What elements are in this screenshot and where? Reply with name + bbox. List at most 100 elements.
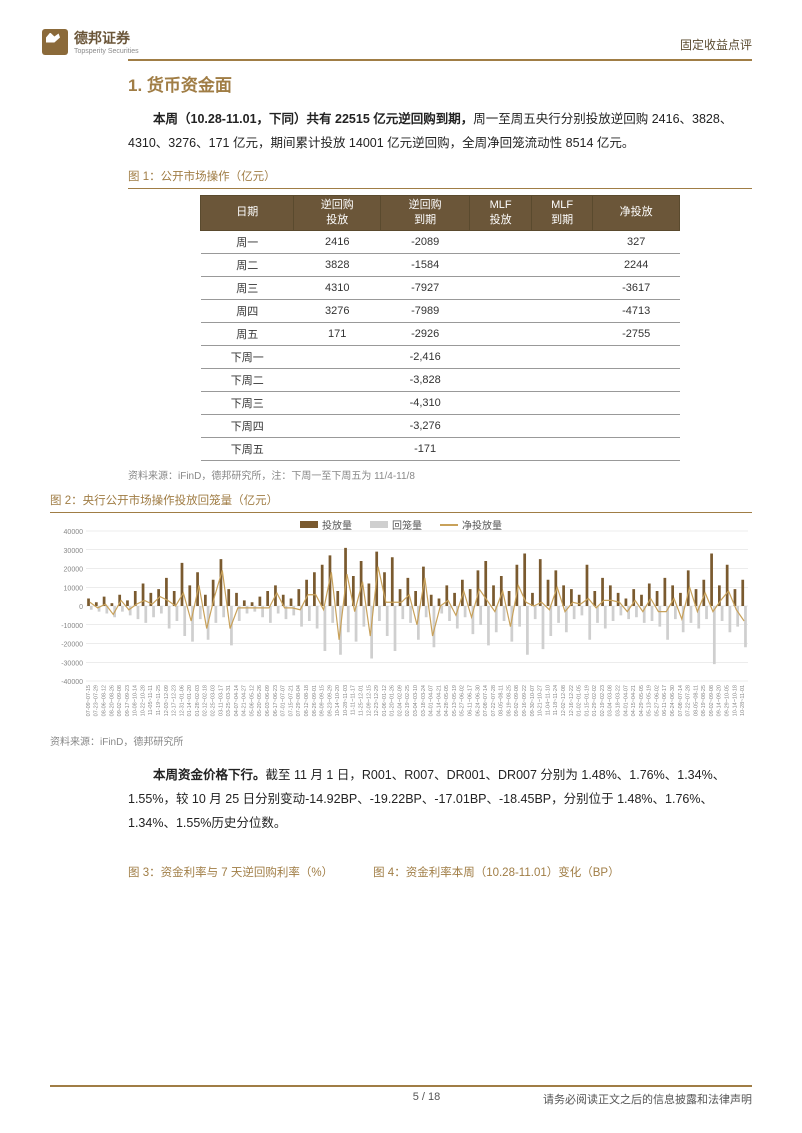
para-1-bold: 本周（10.28-11.01，下同）共有 22515 亿元逆回购到期，	[153, 112, 473, 126]
table-cell	[593, 415, 680, 438]
svg-text:04-15~04-21: 04-15~04-21	[631, 685, 637, 716]
table-cell	[593, 392, 680, 415]
svg-text:30000: 30000	[64, 548, 84, 555]
table-row: 下周一-2,416	[201, 346, 680, 369]
table-cell	[531, 392, 593, 415]
table-cell	[294, 346, 381, 369]
svg-text:01-06~01-12: 01-06~01-12	[382, 685, 388, 716]
table-cell: 下周二	[201, 369, 294, 392]
svg-text:07-22~07-28: 07-22~07-28	[491, 685, 497, 716]
table-cell: 4310	[294, 277, 381, 300]
svg-text:09-29~10-05: 09-29~10-05	[725, 685, 731, 716]
svg-text:04-29~05-05: 04-29~05-05	[639, 685, 645, 716]
svg-text:06-24~06-30: 06-24~06-30	[670, 685, 676, 716]
fig1-source: 资料来源：iFinD，德邦研究所，注：下周一至下周五为 11/4-11/8	[128, 467, 752, 482]
svg-text:10-28~11-01: 10-28~11-01	[740, 685, 746, 716]
svg-text:04-21~04-27: 04-21~04-27	[242, 685, 248, 716]
svg-text:02-04~02-09: 02-04~02-09	[397, 685, 403, 716]
svg-text:11-18~11-24: 11-18~11-24	[553, 685, 559, 716]
svg-text:12-31~01-06: 12-31~01-06	[179, 685, 185, 716]
svg-text:09-09~09-15: 09-09~09-15	[320, 685, 326, 716]
svg-text:07-15~07-21: 07-15~07-21	[288, 685, 294, 716]
table-cell: -2926	[381, 323, 470, 346]
table-header: 逆回购到期	[381, 195, 470, 231]
svg-text:09-16~09-22: 09-16~09-22	[522, 685, 528, 716]
table-cell: -7927	[381, 277, 470, 300]
svg-text:08-06~08-12: 08-06~08-12	[101, 685, 107, 716]
svg-text:09-23~09-29: 09-23~09-29	[327, 685, 333, 716]
svg-text:07-22~07-28: 07-22~07-28	[686, 685, 692, 716]
table-cell: 下周三	[201, 392, 294, 415]
svg-text:10-22~10-28: 10-22~10-28	[140, 685, 146, 716]
table-header: MLF投放	[470, 195, 532, 231]
svg-text:09-14~09-20: 09-14~09-20	[717, 685, 723, 716]
table-cell: 周四	[201, 300, 294, 323]
svg-text:11-04~11-10: 11-04~11-10	[545, 685, 551, 716]
table-cell	[294, 438, 381, 461]
table-header: 净投放	[593, 195, 680, 231]
svg-text:01-14~01-20: 01-14~01-20	[187, 685, 193, 716]
svg-text:11-11~11-17: 11-11~11-17	[351, 685, 357, 715]
svg-text:-30000: -30000	[61, 661, 83, 668]
svg-text:-10000: -10000	[61, 623, 83, 630]
svg-text:10-08~10-14: 10-08~10-14	[133, 685, 139, 716]
table-cell: -4,310	[381, 392, 470, 415]
table-cell	[294, 369, 381, 392]
brand-name: 德邦证券	[74, 30, 130, 46]
table-cell: 下周一	[201, 346, 294, 369]
table-cell: 周一	[201, 231, 294, 254]
svg-text:06-11~06-17: 06-11~06-17	[468, 685, 474, 716]
svg-text:05-06~05-12: 05-06~05-12	[249, 685, 255, 716]
svg-text:04-14~04-21: 04-14~04-21	[436, 685, 442, 716]
svg-text:12-03~12-09: 12-03~12-09	[164, 685, 170, 716]
table-header: MLF到期	[531, 195, 593, 231]
table-row: 下周四-3,276	[201, 415, 680, 438]
table-cell	[531, 231, 593, 254]
svg-text:10000: 10000	[64, 586, 84, 593]
table-cell	[531, 300, 593, 323]
table-cell: 2244	[593, 254, 680, 277]
svg-text:05-27~06-02: 05-27~06-02	[460, 685, 466, 716]
table-cell	[531, 254, 593, 277]
table-cell: -4713	[593, 300, 680, 323]
table-header: 逆回购投放	[294, 195, 381, 231]
logo-icon	[42, 29, 68, 55]
legend-label: 投放量	[322, 517, 352, 532]
legend-label: 回笼量	[392, 517, 422, 532]
logo: 德邦证券 Topsperity Securities	[42, 28, 139, 55]
table-cell: -3,276	[381, 415, 470, 438]
table-cell: 周三	[201, 277, 294, 300]
legend-item: 投放量	[300, 517, 352, 532]
table-cell	[531, 346, 593, 369]
table-cell	[470, 323, 532, 346]
svg-text:07-08~07-14: 07-08~07-14	[678, 685, 684, 716]
fig1-rule	[128, 188, 752, 189]
table-omo: 日期逆回购投放逆回购到期MLF投放MLF到期净投放 周一2416-2089327…	[128, 195, 752, 462]
table-cell: 下周五	[201, 438, 294, 461]
svg-text:02-25~03-03: 02-25~03-03	[211, 685, 217, 716]
fig4-caption: 图 4：资金利率本周（10.28-11.01）变化（BP）	[373, 864, 619, 880]
chart-legend: 投放量回笼量净投放量	[50, 517, 752, 532]
svg-text:07-01~07-07: 07-01~07-07	[281, 685, 287, 716]
legend-swatch	[370, 521, 388, 528]
table-cell	[593, 369, 680, 392]
svg-text:01-28~02-03: 01-28~02-03	[195, 685, 201, 716]
svg-text:12-23~12-29: 12-23~12-29	[374, 685, 380, 716]
legend-item: 回笼量	[370, 517, 422, 532]
svg-text:03-04~03-08: 03-04~03-08	[608, 685, 614, 716]
svg-text:09-02~09-08: 09-02~09-08	[709, 685, 715, 716]
footer-divider	[50, 1085, 752, 1087]
svg-text:10-28~11-03: 10-28~11-03	[343, 685, 349, 716]
svg-text:11-05~11-11: 11-05~11-11	[148, 685, 154, 715]
table-cell	[470, 438, 532, 461]
table-cell	[531, 369, 593, 392]
svg-text:03-18~03-24: 03-18~03-24	[421, 685, 427, 716]
svg-text:07-29~08-04: 07-29~08-04	[296, 685, 302, 716]
table-cell	[470, 392, 532, 415]
svg-text:08-05~08-11: 08-05~08-11	[693, 685, 699, 716]
svg-text:11-19~11-25: 11-19~11-25	[156, 685, 162, 716]
svg-text:06-03~06-09: 06-03~06-09	[265, 685, 271, 716]
table-cell: 3276	[294, 300, 381, 323]
fig2-source: 资料来源：iFinD，德邦研究所	[50, 733, 802, 748]
svg-text:09-17~09-23: 09-17~09-23	[125, 685, 131, 716]
